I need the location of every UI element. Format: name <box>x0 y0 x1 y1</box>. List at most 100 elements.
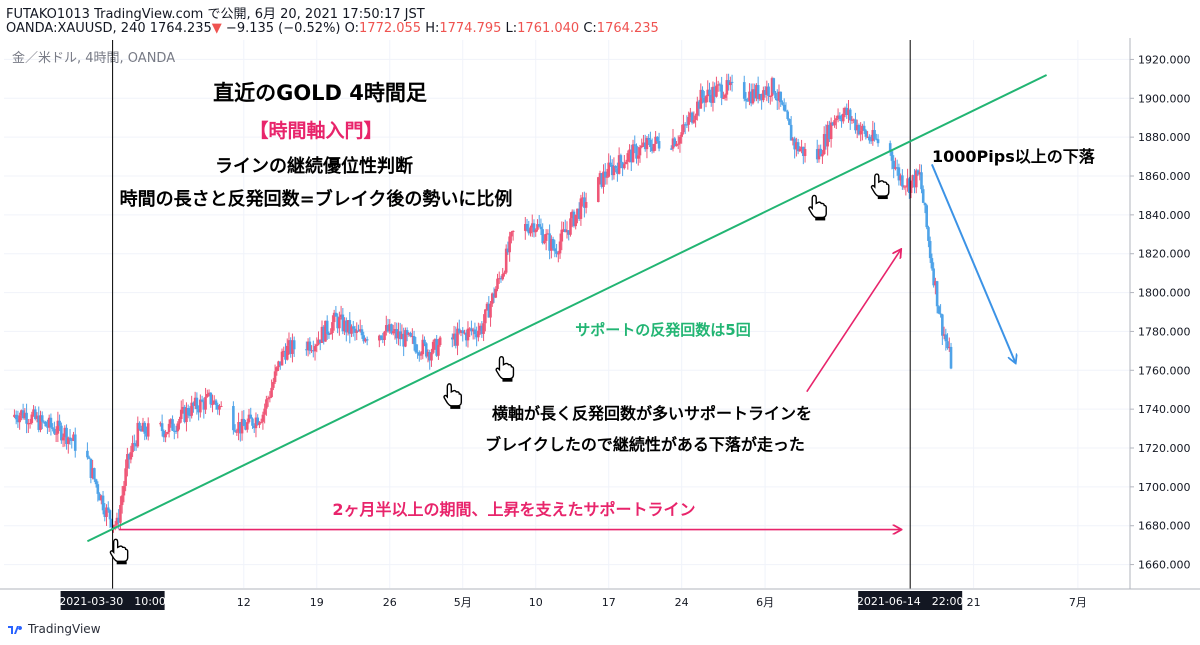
candle-body <box>430 352 433 361</box>
candle-body <box>607 162 611 177</box>
tradingview-logo[interactable]: TradingView <box>8 622 101 636</box>
candle-body <box>237 422 240 432</box>
candle-body <box>412 336 416 345</box>
candle-body <box>828 124 831 140</box>
candle-body <box>192 402 195 406</box>
candle-body <box>749 91 753 104</box>
candle-body <box>14 414 18 420</box>
open-value: 1772.055 <box>359 21 422 36</box>
candle-body <box>305 349 308 351</box>
candle-body <box>242 418 246 426</box>
candle-body <box>716 84 720 86</box>
time-tick-label: 12 <box>237 596 251 609</box>
annotation-text: サポートの反発回数は5回 <box>575 321 750 339</box>
candle-body <box>384 325 388 332</box>
candle-body <box>854 119 857 131</box>
candle-body <box>381 338 385 340</box>
candle-body <box>836 115 840 119</box>
candle-body <box>544 233 548 241</box>
candle-body <box>174 430 178 432</box>
candle-body <box>139 428 143 432</box>
candle-body <box>558 241 562 254</box>
candle-body <box>40 415 44 422</box>
time-tick-label: 21 <box>967 596 981 609</box>
candle-body <box>127 454 131 460</box>
candle-body <box>463 332 466 334</box>
candle-body <box>247 414 251 423</box>
candle-body <box>857 125 861 135</box>
candle-body <box>249 414 253 419</box>
candle-body <box>602 171 605 187</box>
candle-body <box>438 337 442 346</box>
candle-body <box>508 236 511 253</box>
candle-body <box>263 408 266 415</box>
candle-body <box>525 223 529 230</box>
time-tick-label: 24 <box>675 596 689 609</box>
candle-body <box>284 350 287 360</box>
candle-body <box>124 468 127 486</box>
change-down-icon: ▼ <box>211 21 222 36</box>
candle-body <box>831 122 835 126</box>
candle-body <box>179 409 183 420</box>
candle-body <box>395 329 399 339</box>
candle-body <box>848 109 852 121</box>
candle-body <box>859 130 862 135</box>
candle-body <box>930 258 934 269</box>
candle-body <box>199 399 202 413</box>
low-value: 1761.040 <box>517 21 580 36</box>
candle-body <box>258 422 261 425</box>
candle-body <box>423 339 426 344</box>
candle-body <box>623 164 626 169</box>
candle-body <box>696 101 699 116</box>
candle-body <box>35 415 39 419</box>
candle-body <box>694 115 697 120</box>
candle-body <box>68 437 72 440</box>
candle-body <box>819 148 822 157</box>
candle-body <box>21 410 25 419</box>
candle-body <box>916 170 920 175</box>
candle-body <box>468 328 471 330</box>
price-chart[interactable]: 金／米ドル, 4時間, OANDA 直近のGOLD 4時間足【時間軸入門】ラインの… <box>0 38 1200 610</box>
hand-pointer-icon <box>495 355 515 382</box>
candle-body <box>751 89 755 104</box>
candle-body <box>600 173 604 187</box>
candle-body <box>673 138 677 147</box>
candle-body <box>557 253 560 255</box>
candle-body <box>628 149 631 154</box>
candle-body <box>86 450 89 458</box>
candle-body <box>308 341 312 351</box>
candle-body <box>365 339 369 341</box>
candle-body <box>204 396 207 410</box>
candle-body <box>355 330 359 333</box>
price-change: −9.135 (−0.52%) <box>225 21 341 36</box>
candle-body <box>871 130 875 141</box>
candle-body <box>409 333 412 337</box>
candle-body <box>927 227 930 241</box>
candle-body <box>129 452 133 460</box>
candle-body <box>49 417 53 428</box>
candle-body <box>718 84 722 86</box>
candle-body <box>551 239 555 249</box>
candle-body <box>890 151 894 161</box>
candle-body <box>402 333 405 347</box>
candle-body <box>598 173 602 178</box>
candle-body <box>206 393 209 397</box>
candle-body <box>826 124 829 147</box>
candle-body <box>722 97 725 99</box>
candle-body <box>23 412 27 419</box>
candle-body <box>897 167 901 181</box>
candle-body <box>270 387 273 398</box>
candle-body <box>835 118 838 121</box>
candle-body <box>166 432 169 434</box>
candle-body <box>657 141 661 149</box>
candle-body <box>494 288 498 298</box>
candle-body <box>268 397 272 399</box>
candle-body <box>685 124 689 126</box>
candle-body <box>650 147 654 152</box>
candle-body <box>87 457 91 459</box>
candle-body <box>145 433 148 437</box>
candle-body <box>866 136 869 138</box>
candle-body <box>131 443 134 453</box>
annotation-text: ブレイクしたので継続性がある下落が走った <box>485 435 805 454</box>
candle-body <box>428 352 432 361</box>
